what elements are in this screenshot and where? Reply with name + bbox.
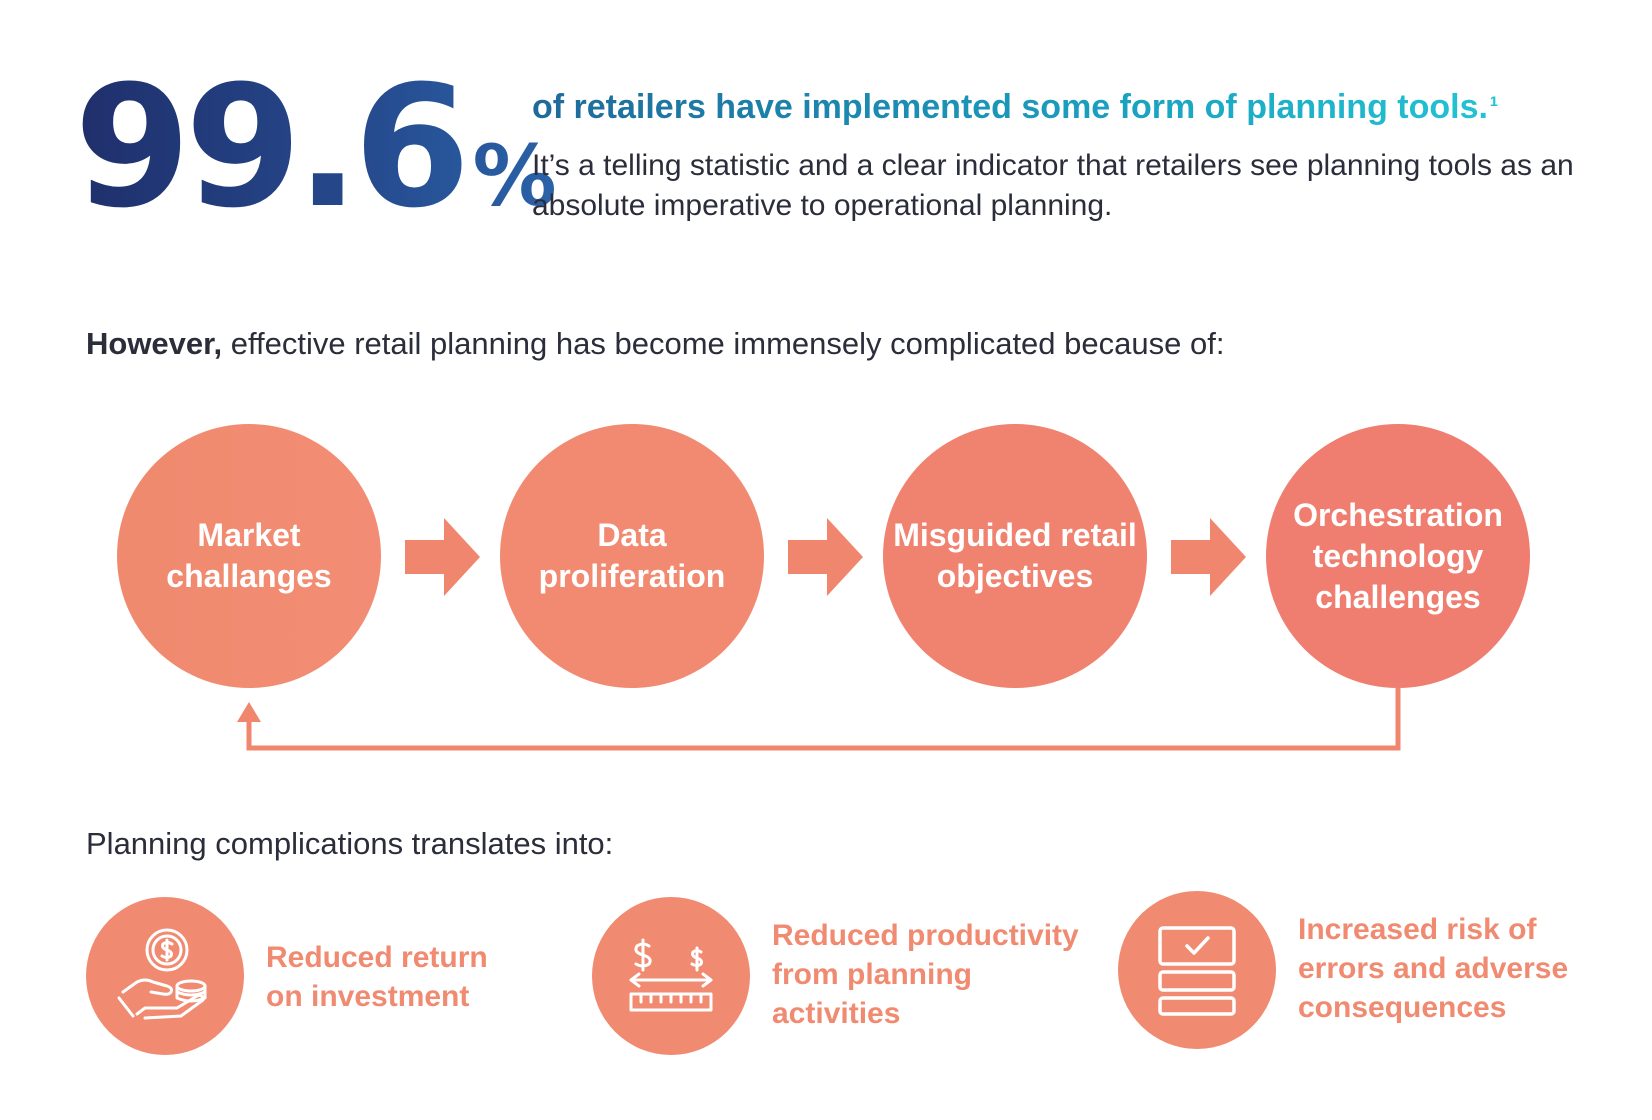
cycle-node-label: Misguided retail objectives: [893, 517, 1137, 594]
outcome-label: Reduced productivity from planning activ…: [772, 919, 1079, 1030]
outcome-label: Increased risk of errors and adverse con…: [1298, 913, 1569, 1024]
flow-arrow-2: [788, 518, 863, 596]
checklist-stack-icon: [1158, 926, 1236, 1016]
cycle-node-label: Orchestration technology challenges: [1293, 496, 1503, 615]
outcome-label: Reduced return on investment: [266, 941, 488, 1013]
cycle-node-data: Data proliferation: [500, 424, 764, 688]
stat-headline: of retailers have implemented some form …: [532, 88, 1498, 127]
outcome-icon-circle: [1118, 891, 1276, 1049]
complication-intro: However, effective retail planning has b…: [86, 326, 1224, 362]
cycle-node-market: Market challanges: [117, 424, 381, 688]
cycle-node-label: Market challanges: [166, 517, 332, 594]
complication-lead-rest: effective retail planning has become imm…: [222, 326, 1225, 361]
cycle-node-objectives: Misguided retail objectives: [883, 424, 1147, 688]
flow-arrow-3: [1171, 518, 1246, 596]
outcome-icon-circle: [592, 897, 750, 1055]
complication-lead-bold: However,: [86, 326, 223, 361]
dollar-ruler-icon: [629, 938, 713, 1012]
hand-coins-icon: [117, 928, 207, 1020]
flow-arrow-1: [405, 518, 480, 596]
outcome-icon-circle: [86, 897, 244, 1055]
footnote-marker: 1: [1489, 92, 1498, 109]
outcomes-intro: Planning complications translates into:: [86, 826, 614, 861]
loop-back-line: [246, 688, 1401, 751]
cycle-node-label: Data proliferation: [538, 517, 726, 594]
stat-body: It’s a telling statistic and a clear ind…: [532, 149, 1574, 222]
loop-back-arrowhead: [237, 702, 261, 722]
cycle-node-orchestration: Orchestration technology challenges: [1266, 424, 1530, 688]
